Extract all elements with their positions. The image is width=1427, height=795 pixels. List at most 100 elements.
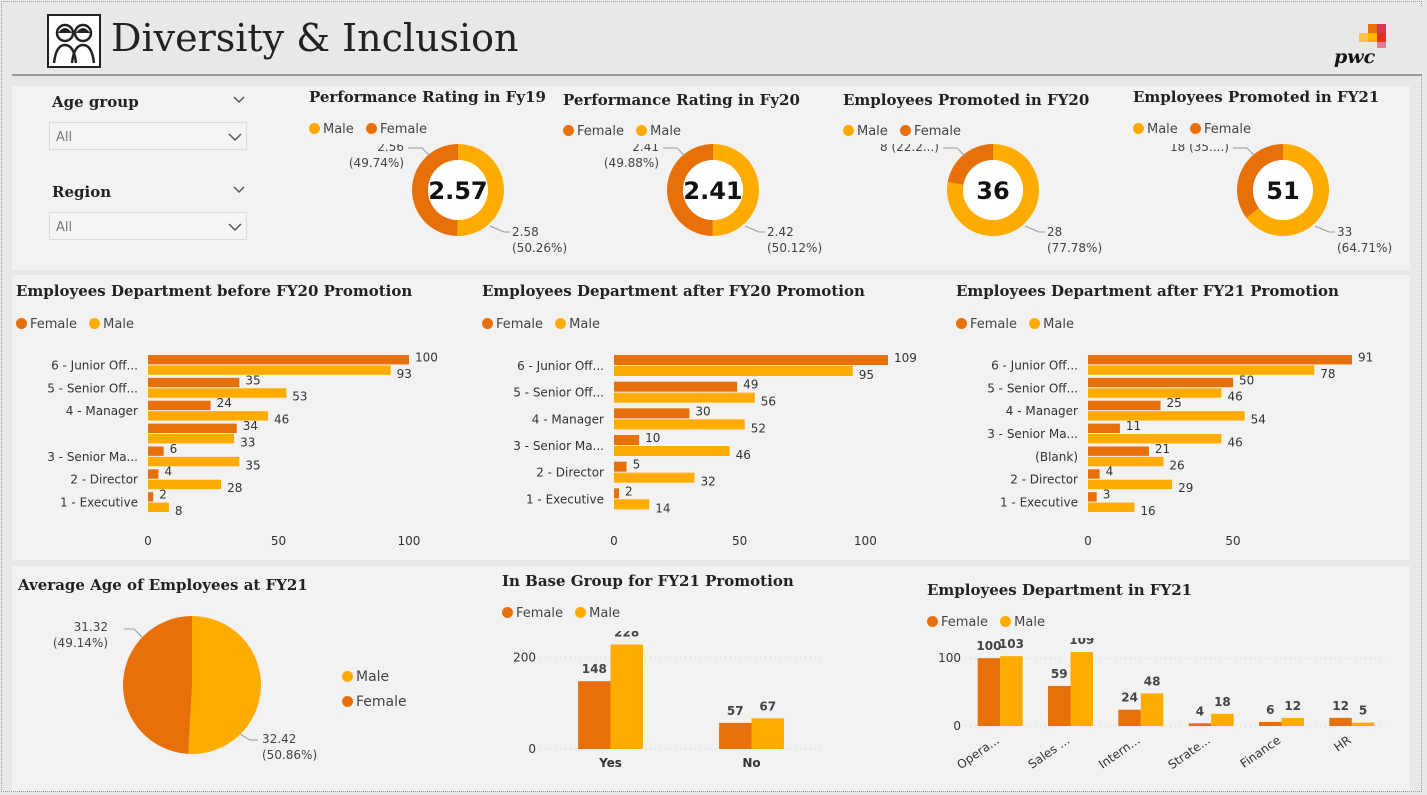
legend-label: Female: [496, 317, 544, 332]
donut-hole: [963, 160, 1023, 220]
female-legend-dot: [563, 125, 574, 136]
bar-data-label: 46: [274, 413, 289, 427]
male-legend-dot: [342, 671, 353, 682]
female-bar: [148, 377, 240, 388]
pie-male-slice: [188, 616, 261, 754]
donut-female-slice: [947, 144, 993, 185]
donut-center-value: 36: [976, 177, 1009, 205]
leader-line: [744, 225, 765, 233]
female-bar: [614, 435, 640, 445]
legend-label: Male: [857, 124, 888, 139]
legend-label: Female: [356, 694, 407, 710]
male-bar: [1088, 365, 1315, 375]
male-bar: [1088, 502, 1135, 512]
bar-data-label: 10: [645, 431, 660, 445]
leader-line: [1233, 147, 1256, 157]
donut-female-label: 2.56: [377, 144, 404, 154]
bar-category-label: 2 - Director: [70, 473, 138, 487]
male-bar: [1088, 434, 1222, 444]
donut-fy20-promoted[interactable]: 36 8 (22.2...) 28 (77.78%): [847, 144, 1127, 268]
bar-data-label: 4: [1106, 465, 1114, 479]
bar-data-label: 24: [217, 396, 232, 410]
male-bar: [1211, 713, 1234, 726]
bar-data-label: 33: [240, 435, 255, 449]
bar-data-label: 34: [243, 419, 258, 433]
bar-data-label: 91: [1358, 350, 1373, 364]
bar-data-label: 12: [1332, 699, 1349, 713]
male-bar: [1088, 456, 1164, 467]
donut-fy21-promoted-legend: Male Female: [1133, 122, 1259, 137]
pie-female-pct: (49.14%): [53, 636, 108, 650]
header-bar: Diversity & Inclusion pwc: [12, 6, 1422, 76]
female-bar: [614, 355, 888, 365]
chevron-down-icon[interactable]: [232, 92, 246, 111]
bar-category-label: 1 - Executive: [1000, 496, 1078, 510]
legend-label: Female: [941, 615, 989, 630]
region-dropdown[interactable]: All: [49, 212, 247, 240]
legend-label: Male: [569, 317, 600, 332]
donut-fy21-promoted[interactable]: 51 18 (35....) 33 (64.71%): [1137, 144, 1407, 268]
donut-male-label: 2.58: [512, 225, 539, 239]
bar-base-group-title: In Base Group for FY21 Promotion: [502, 572, 794, 590]
donut-hole: [683, 160, 743, 220]
donut-fy20-rating[interactable]: 2.41 2.41 (49.88%) 2.42 (50.12%): [567, 144, 847, 268]
female-bar: [148, 446, 164, 456]
male-legend-dot: [309, 123, 320, 134]
row-bottom: Average Age of Employees at FY21 31.32 (4…: [12, 566, 1410, 791]
female-bar: [148, 469, 159, 479]
female-bar: [1329, 717, 1352, 726]
female-bar: [578, 681, 611, 749]
bar-category-label: 6 - Junior Off...: [991, 358, 1078, 372]
male-legend-dot: [636, 125, 648, 136]
bar-data-label: 46: [1227, 390, 1242, 404]
male-bar: [148, 479, 222, 490]
female-bar: [1258, 721, 1282, 726]
bar-data-label: 49: [743, 378, 758, 392]
x-tick-label: 0: [610, 534, 618, 548]
male-bar: [148, 388, 287, 398]
legend-label: Male: [356, 669, 390, 685]
bar-data-label: 2: [159, 488, 167, 502]
bar-category-label: 3 - Senior Ma...: [513, 439, 604, 453]
bar-dept-fy21-title: Employees Department in FY21: [927, 581, 1193, 599]
row-departments: Employees Department before FY20 Promoti…: [12, 275, 1410, 560]
leader-line: [1024, 225, 1045, 233]
pie-age-title: Average Age of Employees at FY21: [18, 576, 308, 594]
bar-data-label: 28: [227, 481, 242, 495]
leader-line: [239, 733, 258, 741]
male-bar: [1140, 693, 1164, 726]
x-tick-label: 50: [1225, 534, 1240, 548]
donut-female-pct: (49.88%): [604, 156, 659, 170]
donut-fy20-promoted-legend: Male Female: [843, 124, 969, 139]
pie-age-chart[interactable]: 31.32 (49.14%) 32.42 (50.86%): [12, 611, 352, 791]
female-bar: [1188, 723, 1212, 726]
bar-data-label: 109: [1069, 638, 1094, 647]
pie-male-pct: (50.86%): [262, 748, 317, 762]
pie-age-legend: Male Female: [342, 669, 407, 710]
donut-fy19-rating[interactable]: 2.57 2.56 (49.74%) 2.58 (50.26%): [312, 144, 592, 268]
chevron-down-icon[interactable]: [232, 182, 246, 201]
female-legend-dot: [482, 318, 493, 329]
bar-after-fy20[interactable]: 6 - Junior Off... 109 95 5 - Senior Off... 4…: [478, 343, 938, 555]
bar-category-label: 5 - Senior Off...: [513, 386, 604, 400]
leader-line: [1314, 225, 1335, 233]
female-bar: [148, 355, 409, 365]
bar-data-label: 26: [1169, 458, 1184, 472]
male-bar: [614, 472, 695, 483]
leader-line: [943, 147, 966, 157]
age-group-dropdown[interactable]: All: [49, 122, 247, 150]
x-category-label: Opera...: [954, 733, 1002, 772]
bar-data-label: 12: [1284, 699, 1301, 713]
bar-data-label: 29: [1178, 481, 1193, 495]
donut-male-slice: [1246, 144, 1329, 236]
bar-category-label: 1 - Executive: [60, 496, 138, 510]
female-bar: [614, 408, 690, 419]
bar-after-fy21[interactable]: 6 - Junior Off... 91 78 5 - Senior Off... 50…: [952, 343, 1402, 555]
donut-male-label: 33: [1337, 225, 1352, 239]
y-tick-label: 0: [528, 742, 536, 756]
bar-category-label: 6 - Junior Off...: [51, 358, 138, 372]
bar-after-fy21-legend: Female Male: [956, 317, 1082, 332]
bar-base-group[interactable]: 0 200 148 228 Yes 57 67 No: [492, 631, 832, 791]
